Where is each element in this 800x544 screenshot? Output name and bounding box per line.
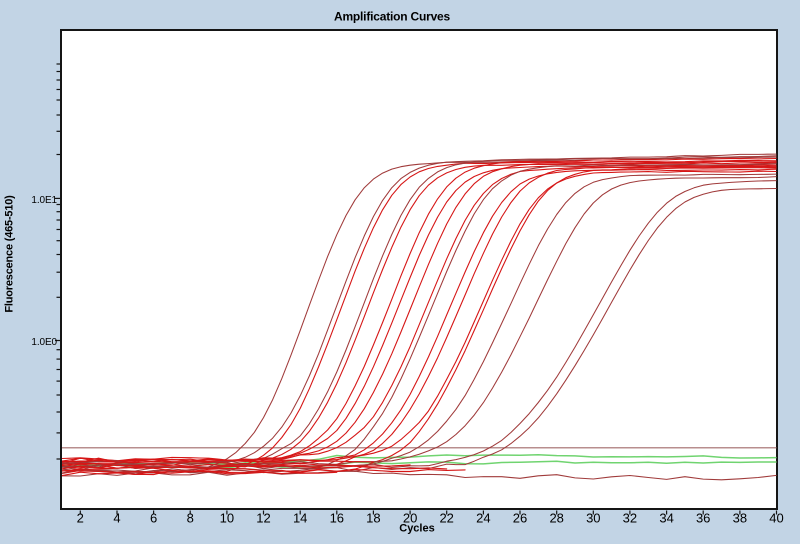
svg-text:12: 12 [256, 511, 270, 526]
svg-text:Cycles: Cycles [399, 523, 434, 535]
svg-text:36: 36 [696, 511, 710, 526]
svg-text:8: 8 [187, 511, 194, 526]
svg-text:1.0E1: 1.0E1 [31, 195, 57, 206]
svg-text:38: 38 [733, 511, 747, 526]
svg-text:16: 16 [330, 511, 344, 526]
svg-text:30: 30 [586, 511, 600, 526]
svg-text:4: 4 [113, 511, 120, 526]
svg-text:14: 14 [293, 511, 307, 526]
svg-text:28: 28 [549, 511, 563, 526]
svg-text:1.0E0: 1.0E0 [31, 337, 57, 348]
svg-text:26: 26 [513, 511, 527, 526]
svg-text:18: 18 [366, 511, 380, 526]
svg-text:2: 2 [77, 511, 84, 526]
svg-text:20: 20 [403, 511, 417, 526]
svg-text:24: 24 [476, 511, 490, 526]
svg-text:40: 40 [769, 511, 783, 526]
svg-text:34: 34 [659, 511, 673, 526]
svg-text:10: 10 [220, 511, 234, 526]
svg-text:22: 22 [439, 511, 453, 526]
svg-text:6: 6 [150, 511, 157, 526]
svg-text:32: 32 [623, 511, 637, 526]
svg-text:Fluorescence (465-510): Fluorescence (465-510) [4, 195, 16, 313]
svg-text:Amplification Curves: Amplification Curves [334, 10, 451, 24]
